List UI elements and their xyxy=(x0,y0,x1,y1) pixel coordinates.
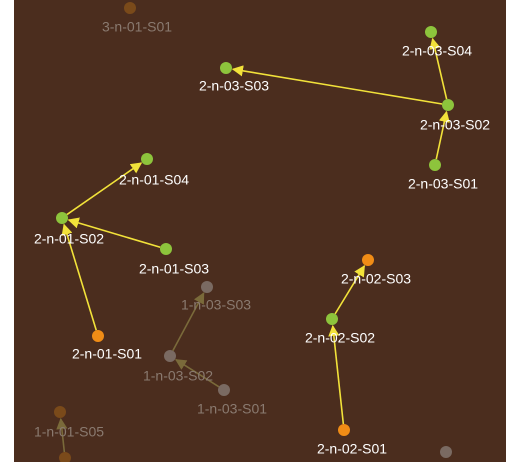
edge-n14-to-n13 xyxy=(334,265,366,315)
node-label: 2-n-02-S01 xyxy=(317,441,387,457)
node-marker[interactable] xyxy=(164,350,176,362)
graph-node[interactable]: 2-n-03-S04 xyxy=(402,26,472,59)
edge-n7-to-n6 xyxy=(66,162,143,216)
node-marker[interactable] xyxy=(124,2,136,14)
node-label: 2-n-03-S04 xyxy=(402,43,472,59)
node-label: 2-n-01-S03 xyxy=(139,261,209,277)
node-marker[interactable] xyxy=(440,446,452,458)
node-label: 2-n-03-S03 xyxy=(199,78,269,94)
node-label: 2-n-01-S01 xyxy=(72,346,142,362)
node-marker[interactable] xyxy=(425,26,437,38)
node-marker[interactable] xyxy=(362,254,374,266)
nodes-layer: 3-n-01-S01 2-n-03-S04 2-n-03-S03 2-n-03-S02… xyxy=(34,2,490,462)
graph-node[interactable]: 1-n-03-S02 xyxy=(143,350,213,384)
node-marker[interactable] xyxy=(338,424,350,436)
node-marker[interactable] xyxy=(218,384,230,396)
node-label: 2-n-03-S01 xyxy=(408,176,478,192)
node-label: 1-n-01-S05 xyxy=(34,424,104,440)
node-marker[interactable] xyxy=(141,153,153,165)
graph-node[interactable]: 1-n-03-S03 xyxy=(181,281,251,313)
node-marker[interactable] xyxy=(326,313,338,325)
graph-node[interactable] xyxy=(440,446,452,458)
edge-n5-to-n4 xyxy=(435,110,450,160)
node-label: 1-n-03-S03 xyxy=(181,297,251,313)
graph-node[interactable]: 2-n-03-S01 xyxy=(408,159,478,192)
node-label: 2-n-02-S03 xyxy=(341,271,411,287)
graph-node[interactable]: 2-n-02-S03 xyxy=(341,254,411,287)
graph-node[interactable]: 2-n-02-S01 xyxy=(317,424,387,457)
node-label: 2-n-02-S02 xyxy=(305,330,375,346)
edge-n9-to-n7 xyxy=(61,223,98,331)
edge-n11-to-n10 xyxy=(172,292,205,352)
graph-node[interactable]: 2-n-01-S02 xyxy=(34,212,104,247)
graph-node[interactable]: 2-n-03-S03 xyxy=(199,62,269,94)
graph-background xyxy=(14,0,506,462)
graph-node[interactable] xyxy=(59,452,71,462)
node-marker[interactable] xyxy=(59,452,71,462)
edges-layer xyxy=(56,37,450,453)
edge-n8-to-n7 xyxy=(67,217,161,249)
graph-node[interactable]: 2-n-01-S04 xyxy=(119,153,189,188)
edge-n12-to-n11 xyxy=(174,359,220,388)
node-marker[interactable] xyxy=(92,330,104,342)
edge-n4-to-n2 xyxy=(429,37,448,100)
graph-node[interactable]: 2-n-01-S03 xyxy=(139,243,209,277)
node-marker[interactable] xyxy=(56,212,68,224)
node-label: 1-n-03-S01 xyxy=(197,401,267,417)
graph-node[interactable]: 2-n-01-S01 xyxy=(72,330,142,362)
node-marker[interactable] xyxy=(442,99,454,111)
node-label: 3-n-01-S01 xyxy=(102,19,172,35)
node-marker[interactable] xyxy=(220,62,232,74)
node-marker[interactable] xyxy=(54,406,66,418)
node-marker[interactable] xyxy=(160,243,172,255)
graph-node[interactable]: 3-n-01-S01 xyxy=(102,2,172,35)
graph-node[interactable]: 2-n-02-S02 xyxy=(305,313,375,346)
edge-n17-to-n16 xyxy=(56,417,68,453)
node-marker[interactable] xyxy=(429,159,441,171)
graph-node[interactable]: 1-n-01-S05 xyxy=(34,406,104,440)
node-label: 2-n-01-S04 xyxy=(119,172,189,188)
edge-n15-to-n14 xyxy=(328,324,345,425)
graph-node[interactable]: 2-n-03-S02 xyxy=(420,99,490,133)
node-marker[interactable] xyxy=(201,281,213,293)
node-label: 1-n-03-S02 xyxy=(143,368,213,384)
edge-n4-to-n3 xyxy=(231,65,443,105)
graph-node[interactable]: 1-n-03-S01 xyxy=(197,384,267,417)
node-label: 2-n-01-S02 xyxy=(34,231,104,247)
node-label: 2-n-03-S02 xyxy=(420,117,490,133)
